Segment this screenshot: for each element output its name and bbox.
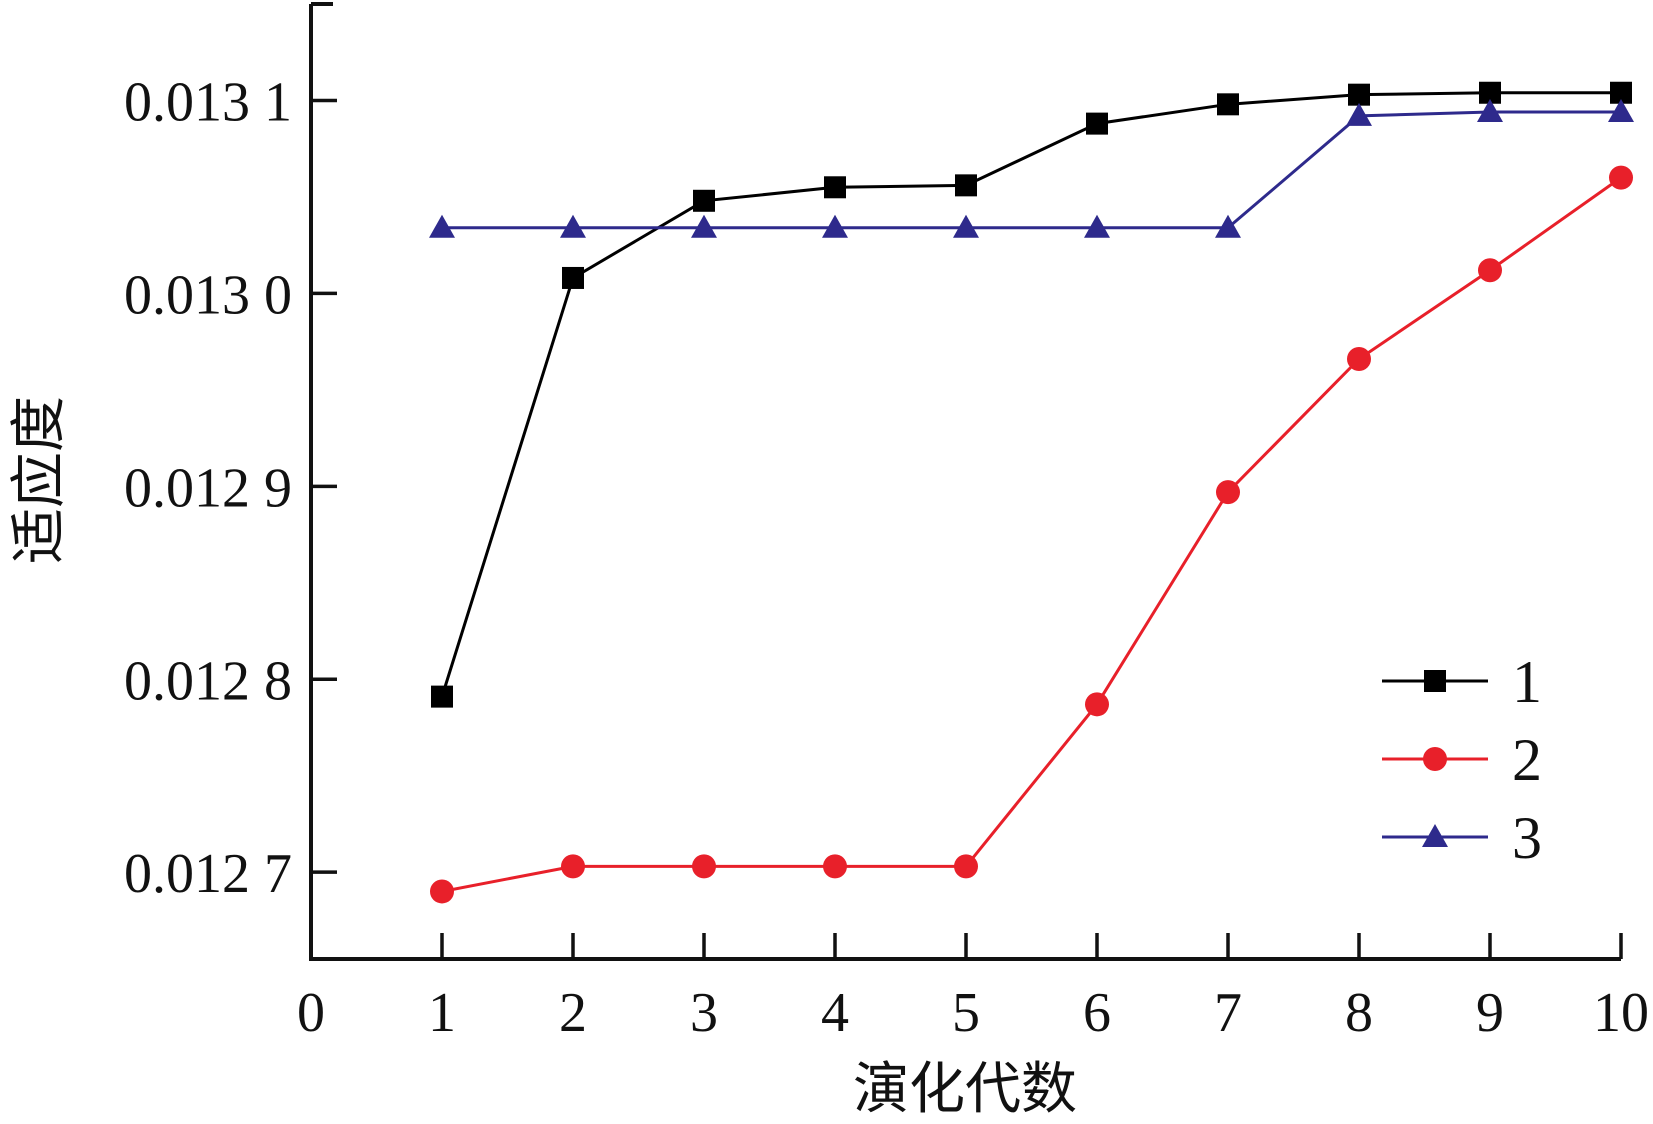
y-tick-label: 0.012 7 [124, 843, 292, 905]
x-axis-title: 演化代数 [853, 1057, 1077, 1122]
series-3-point [822, 214, 848, 238]
series-3-point [953, 214, 979, 238]
legend-marker [1422, 824, 1448, 847]
series-1-point [562, 266, 584, 289]
series-3-point [560, 214, 586, 238]
series-2-point [1347, 346, 1371, 371]
legend-marker [1424, 670, 1446, 692]
series-3 [429, 99, 1634, 238]
series-1-line [440, 91, 1621, 698]
series-1-point [693, 189, 715, 212]
x-tick-label: 4 [821, 982, 849, 1044]
series-1-point [431, 685, 453, 708]
legend-label: 3 [1512, 805, 1542, 871]
x-tick-label: 7 [1214, 982, 1242, 1044]
series-3-line [442, 110, 1621, 230]
y-tick-label: 0.013 0 [124, 264, 292, 326]
series-3-point [1608, 99, 1634, 123]
series-2-point [1085, 692, 1109, 717]
legend-label: 1 [1512, 649, 1542, 715]
series-2-point [823, 854, 847, 879]
series-1-point [955, 174, 977, 197]
series-1-point [1348, 83, 1370, 106]
series-3-point [691, 214, 717, 238]
series-1 [431, 81, 1632, 708]
x-tick-label: 0 [297, 982, 325, 1044]
legend-entry-2: 2 [1382, 727, 1542, 793]
x-tick-label: 8 [1345, 982, 1373, 1044]
x-tick-label: 5 [952, 982, 980, 1044]
series-2 [430, 165, 1633, 904]
x-tick-label: 2 [559, 982, 587, 1044]
series-2-point [1478, 258, 1502, 283]
series-3-point [1346, 102, 1372, 126]
series-2-point [430, 879, 454, 904]
series-2-point [1216, 480, 1240, 505]
legend: 1 2 3 [1382, 649, 1542, 871]
series-layer [429, 81, 1634, 904]
ticks: 0 1 2 3 4 5 6 7 8 9 10 0.012 7 0.012 8 0.012 9 0.013 0… [124, 71, 1649, 1044]
series-3-point [429, 214, 455, 238]
legend-marker [1423, 747, 1447, 771]
series-3-point [1477, 99, 1503, 123]
legend-entry-3: 3 [1382, 805, 1542, 871]
x-tick-label: 6 [1083, 982, 1111, 1044]
legend-entry-1: 1 [1382, 649, 1542, 715]
axes [309, 2, 1621, 961]
series-1-point [824, 176, 846, 199]
series-2-point [561, 854, 585, 879]
y-tick-label: 0.013 1 [124, 71, 292, 133]
series-1-point [1086, 112, 1108, 135]
series-2-line [441, 176, 1622, 893]
series-2-point [1609, 165, 1633, 190]
series-2-point [954, 854, 978, 879]
x-tick-label: 3 [690, 982, 718, 1044]
x-tick-label: 1 [428, 982, 456, 1044]
series-2-point [692, 854, 716, 879]
x-tick-label: 9 [1476, 982, 1504, 1044]
series-1-point [1217, 93, 1239, 116]
series-1-point [1610, 81, 1632, 104]
series-3-point [1084, 214, 1110, 238]
series-1-point [1479, 81, 1501, 104]
y-axis-title: 适应度 [7, 396, 72, 564]
x-tick-label: 10 [1593, 982, 1649, 1044]
y-tick-label: 0.012 8 [124, 650, 292, 712]
series-3-point [1215, 214, 1241, 238]
legend-label: 2 [1512, 727, 1542, 793]
y-tick-label: 0.012 9 [124, 457, 292, 519]
